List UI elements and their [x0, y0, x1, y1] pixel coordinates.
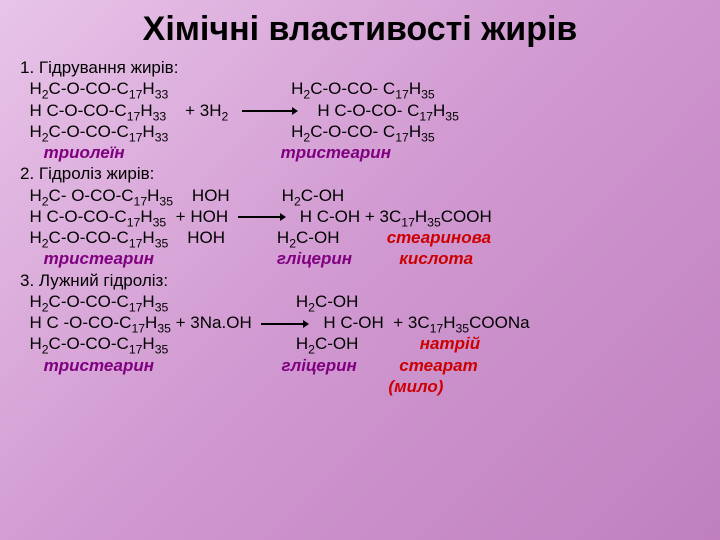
glycerin2-label: гліцерин	[282, 356, 357, 375]
s3-names: тристеарин гліцерин стеарат	[20, 355, 700, 376]
arrow-icon	[238, 212, 286, 222]
tristearin3-label: тристеарин	[44, 356, 154, 375]
s2-row1: H2C- O-CO-C17H35 HOH H2C-OH	[20, 185, 700, 206]
glycerin-label: гліцерин	[277, 249, 352, 268]
section3-header: 3. Лужний гідроліз:	[20, 270, 700, 291]
s1-row3: H2C-O-CO-C17H33 H2C-O-CO- C17H35	[20, 121, 700, 142]
s3-row2: H C -O-CO-C17H35 + 3Na.OH H C-OH + 3C17H…	[20, 312, 700, 333]
s2-names: тристеарин гліцерин кислота	[20, 248, 700, 269]
s3-row1: H2C-O-CO-C17H35 H2C-OH	[20, 291, 700, 312]
page-title: Хімічні властивості жирів	[20, 10, 700, 49]
s1-names: триолеїн тристеарин	[20, 142, 700, 163]
acid-label: кислота	[399, 249, 473, 268]
tristearin-label: тристеарин	[281, 143, 391, 162]
sodium-label: натрій	[420, 334, 480, 353]
s1-row1: H2C-O-CO-C17H33 H2C-O-CO- C17H35	[20, 78, 700, 99]
s1-row2: H C-O-CO-C17H33 + 3H2 H C-O-CO- C17H35	[20, 100, 700, 121]
soap-label: (мило)	[388, 377, 443, 396]
triolein-label: триолеїн	[44, 143, 125, 162]
chemistry-content: 1. Гідрування жирів: H2C-O-CO-C17H33 H2C…	[20, 57, 700, 397]
stearic-label: стеаринова	[387, 228, 491, 247]
section1-header: 1. Гідрування жирів:	[20, 57, 700, 78]
s3-row3: H2C-O-CO-C17H35 H2C-OH натрій	[20, 333, 700, 354]
stearate-label: стеарат	[399, 356, 477, 375]
s2-row3: H2C-O-CO-C17H35 HOH H2C-OH стеаринова	[20, 227, 700, 248]
tristearin2-label: тристеарин	[44, 249, 154, 268]
section2-header: 2. Гідроліз жирів:	[20, 163, 700, 184]
s3-soap: (мило)	[20, 376, 700, 397]
arrow-icon	[261, 319, 309, 329]
s2-row2: H C-O-CO-C17H35 + HOH H C-OH + 3C17H35CO…	[20, 206, 700, 227]
arrow-icon	[242, 106, 298, 116]
